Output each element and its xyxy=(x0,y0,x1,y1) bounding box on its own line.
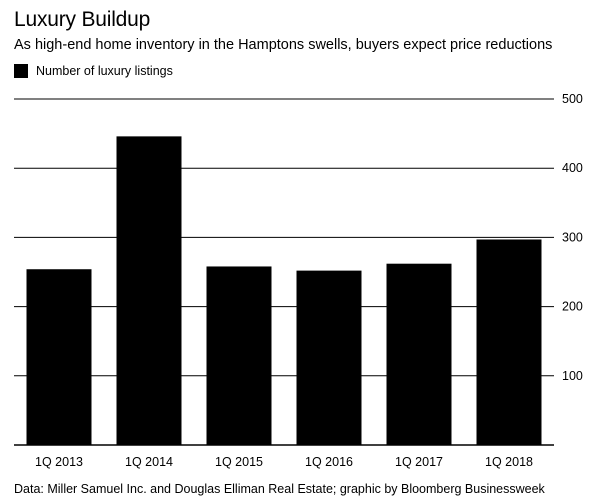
x-tick-label-1q-2014: 1Q 2014 xyxy=(125,455,173,469)
legend-swatch xyxy=(14,64,28,78)
bar-1q-2013 xyxy=(26,269,92,445)
bar-1q-2015 xyxy=(206,266,272,445)
legend: Number of luxury listings xyxy=(14,64,173,78)
legend-label: Number of luxury listings xyxy=(36,64,173,78)
y-tick-label-300: 300 xyxy=(562,230,583,244)
y-tick-label-400: 400 xyxy=(562,161,583,175)
y-tick-label-100: 100 xyxy=(562,369,583,383)
chart-title: Luxury Buildup xyxy=(14,8,151,31)
x-tick-label-1q-2018: 1Q 2018 xyxy=(485,455,533,469)
bar-1q-2016 xyxy=(296,270,362,445)
bar-1q-2014 xyxy=(116,136,182,446)
chart-subtitle: As high-end home inventory in the Hampto… xyxy=(14,37,553,53)
bar-1q-2017 xyxy=(386,263,452,445)
x-tick-label-1q-2015: 1Q 2015 xyxy=(215,455,263,469)
y-tick-label-200: 200 xyxy=(562,300,583,314)
x-tick-label-1q-2017: 1Q 2017 xyxy=(395,455,443,469)
x-tick-label-1q-2016: 1Q 2016 xyxy=(305,455,353,469)
x-tick-label-1q-2013: 1Q 2013 xyxy=(35,455,83,469)
y-tick-label-500: 500 xyxy=(562,92,583,106)
source-note: Data: Miller Samuel Inc. and Douglas Ell… xyxy=(14,482,545,496)
bar-1q-2018 xyxy=(476,239,542,445)
